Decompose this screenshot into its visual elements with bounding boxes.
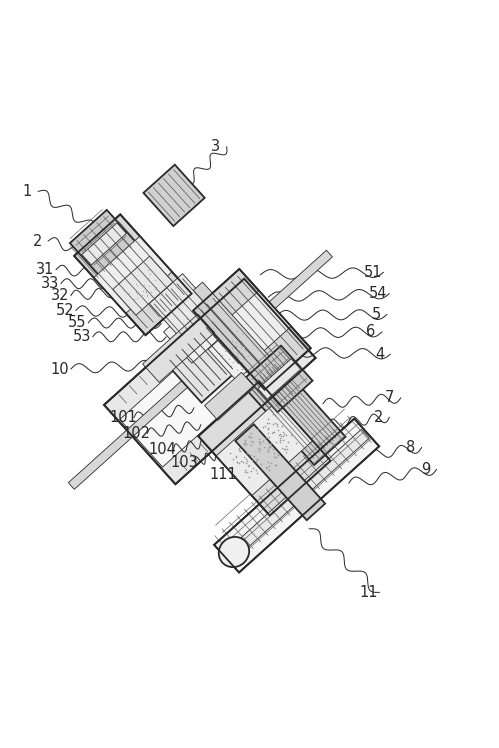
Text: 7: 7 bbox=[385, 390, 395, 405]
Polygon shape bbox=[113, 256, 173, 315]
Text: 2: 2 bbox=[374, 410, 383, 425]
Polygon shape bbox=[205, 373, 254, 420]
Text: 6: 6 bbox=[366, 325, 376, 340]
Text: 53: 53 bbox=[72, 329, 91, 344]
Text: 1: 1 bbox=[22, 184, 32, 199]
Text: 103: 103 bbox=[170, 455, 198, 470]
Polygon shape bbox=[104, 279, 315, 484]
Text: 104: 104 bbox=[149, 442, 177, 457]
Polygon shape bbox=[70, 210, 138, 278]
Text: 111: 111 bbox=[210, 467, 238, 482]
Polygon shape bbox=[164, 305, 221, 364]
Polygon shape bbox=[208, 322, 266, 381]
Text: 31: 31 bbox=[36, 263, 54, 278]
Text: 5: 5 bbox=[371, 307, 381, 322]
Polygon shape bbox=[236, 424, 325, 520]
Text: 51: 51 bbox=[363, 265, 382, 280]
Ellipse shape bbox=[219, 537, 249, 567]
Text: 11: 11 bbox=[359, 585, 378, 600]
Polygon shape bbox=[143, 314, 215, 382]
Polygon shape bbox=[193, 282, 274, 370]
Text: 32: 32 bbox=[51, 288, 69, 303]
Text: 55: 55 bbox=[68, 316, 86, 331]
Polygon shape bbox=[216, 401, 313, 496]
Text: 8: 8 bbox=[406, 440, 415, 455]
Polygon shape bbox=[74, 215, 192, 335]
Text: 10: 10 bbox=[50, 361, 69, 376]
Polygon shape bbox=[149, 274, 216, 340]
Polygon shape bbox=[224, 429, 369, 562]
Text: 52: 52 bbox=[55, 303, 74, 318]
Text: 54: 54 bbox=[369, 286, 388, 301]
Polygon shape bbox=[68, 251, 332, 489]
Text: 4: 4 bbox=[375, 346, 384, 361]
Polygon shape bbox=[213, 291, 291, 368]
Polygon shape bbox=[120, 295, 300, 467]
Polygon shape bbox=[198, 381, 330, 515]
Polygon shape bbox=[163, 316, 251, 402]
Text: 33: 33 bbox=[41, 276, 59, 291]
Text: 101: 101 bbox=[109, 410, 137, 425]
Polygon shape bbox=[246, 346, 312, 412]
Polygon shape bbox=[193, 301, 275, 390]
Polygon shape bbox=[258, 359, 300, 399]
Text: 102: 102 bbox=[122, 426, 150, 441]
Text: 9: 9 bbox=[421, 462, 430, 476]
Polygon shape bbox=[214, 419, 379, 572]
Text: 3: 3 bbox=[211, 139, 221, 154]
Polygon shape bbox=[243, 358, 345, 465]
Polygon shape bbox=[94, 236, 172, 313]
Polygon shape bbox=[82, 223, 126, 265]
Text: 2: 2 bbox=[32, 233, 42, 248]
Polygon shape bbox=[193, 269, 311, 390]
Polygon shape bbox=[143, 165, 205, 226]
